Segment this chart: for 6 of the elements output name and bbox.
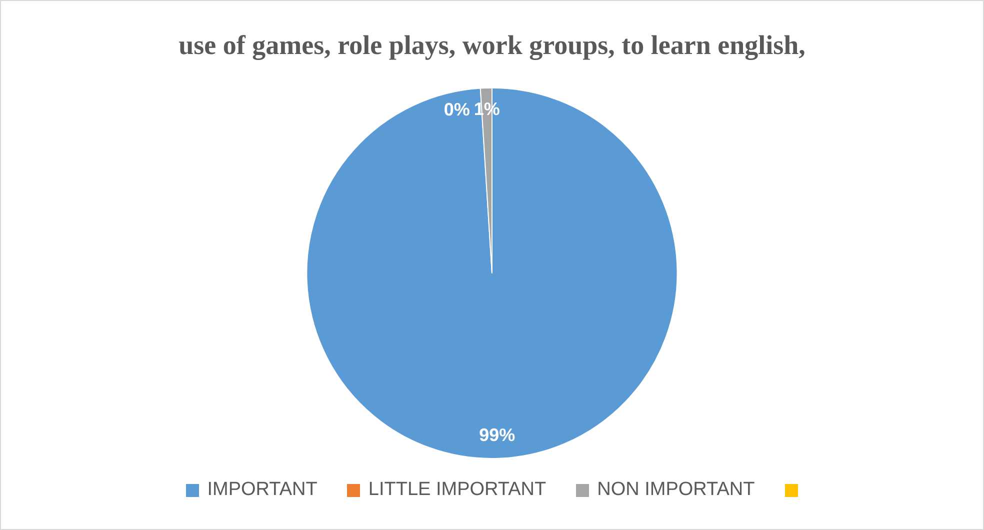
legend-label: NON IMPORTANT bbox=[597, 479, 755, 501]
chart-title: use of games, role plays, work groups, to learn english, bbox=[178, 30, 806, 60]
legend-label: LITTLE IMPORTANT bbox=[368, 479, 546, 501]
legend-label: IMPORTANT bbox=[207, 479, 318, 501]
text: 0% bbox=[444, 99, 470, 120]
data-label: 99% bbox=[479, 425, 516, 446]
